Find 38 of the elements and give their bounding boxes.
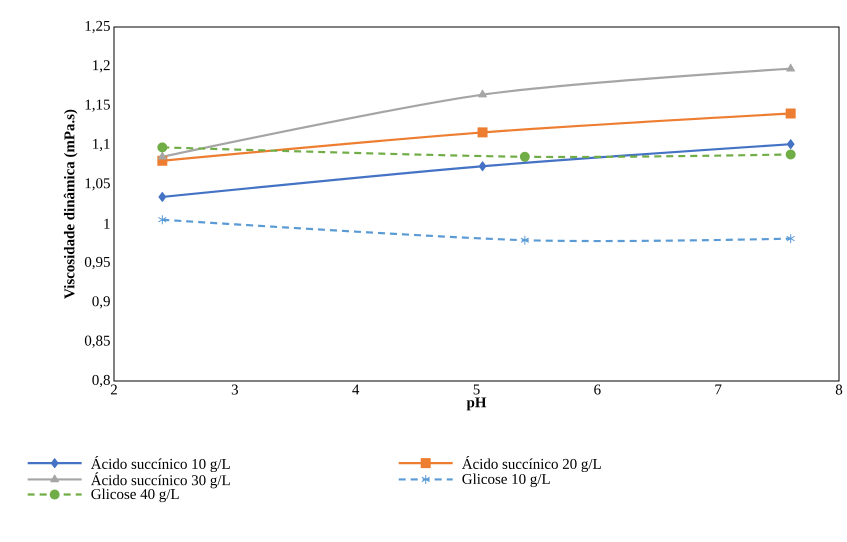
y-tick-label: 0,95 [84,256,110,270]
y-tick-label: 1,25 [86,20,110,34]
y-tick-label: 0,8 [92,374,110,388]
legend-label: Glicose 40 g/L [91,488,179,502]
x-tick-label: 2 [110,384,117,394]
legend-label: Ácido succínico 10 g/L [90,456,230,472]
x-axis-title: pH [466,397,486,410]
point [786,108,796,119]
point [520,152,530,162]
y-tick-label: 0,9 [92,296,110,308]
legend-label: Ácido succínico 20 g/L [462,456,601,472]
y-tick-label: 1,2 [93,60,110,72]
legend-label: Ácido succínico 30 g/L [90,472,230,488]
y-tick-label: 0,85 [84,336,110,348]
point [158,192,166,202]
x-tick-label: 7 [715,384,722,394]
point [478,127,488,138]
x-tick-label: 3 [232,384,238,395]
point [158,214,167,225]
x-tick-label: 6 [594,384,601,395]
x-tick-label: 5 [474,384,480,394]
point [520,235,530,246]
point [478,161,486,172]
x-tick-label: 8 [836,384,842,395]
y-tick-label: 1,1 [93,138,110,152]
point [157,142,168,152]
point [786,149,796,160]
x-tick-label: 4 [352,384,360,394]
y-tick-label: 1,05 [86,178,110,190]
point [158,152,167,160]
point [478,90,487,98]
point [786,64,796,72]
legend-label: Glicose 10 g/L [462,474,550,488]
point [786,234,796,244]
y-tick-label: 1,15 [86,100,110,112]
y-axis-title: Viscosidade dinâmica (mPa.s) [64,110,78,299]
point [786,139,795,150]
y-tick-label: 1 [104,218,110,229]
